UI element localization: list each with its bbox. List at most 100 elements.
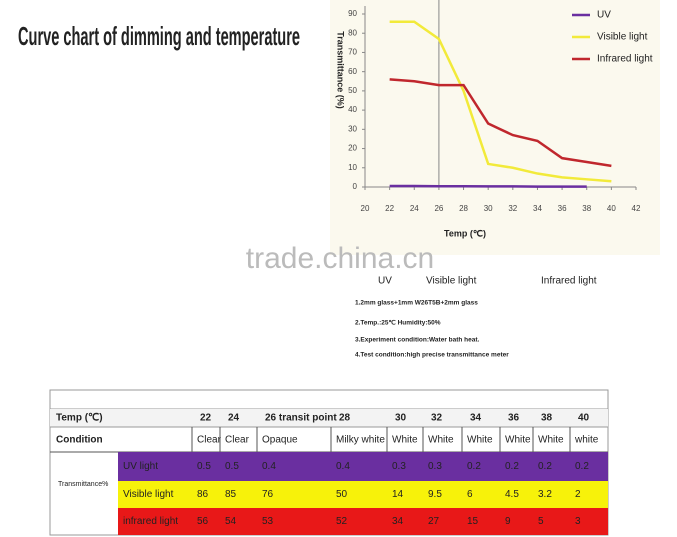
table-cell: White [392,435,418,446]
table-cell: 27 [428,516,440,527]
legend-label: Infrared light [597,54,653,65]
x-tick-label: 26 [434,204,443,213]
row-label: infrared light [123,516,178,527]
table-cell: 54 [225,516,237,527]
note: 1.2mm glass+1mm W26T5B+2mm glass [355,300,478,307]
title: Curve chart of dimming and temperature [18,21,300,51]
table-cell: 85 [225,489,237,500]
table-cell: 0.5 [225,461,239,472]
table-header: 24 [228,413,240,424]
table-cell: 50 [336,489,348,500]
table-cell: 0.5 [197,461,211,472]
table-cell: 0.2 [467,461,481,472]
x-axis-title: Temp (℃) [444,228,486,238]
y-axis-title: Transmittance (%) [336,31,346,109]
table-cell: 14 [392,489,404,500]
note: 2.Temp.:25℃ Humidity:50% [355,319,441,327]
table-header: 32 [431,413,443,424]
chart-label: UV [378,276,392,287]
x-tick-label: 36 [558,204,567,213]
table-cell: 56 [197,516,209,527]
table-cell: White [538,435,564,446]
x-tick-label: 32 [508,204,517,213]
table-cell: 76 [262,489,274,500]
x-tick-label: 20 [361,204,370,213]
x-tick-label: 28 [459,204,468,213]
y-tick-label: 80 [348,28,357,37]
table-cell: 0.4 [336,461,350,472]
table-cell: 0.3 [428,461,442,472]
row-bg [118,481,608,508]
table-cell: 9.5 [428,489,442,500]
table-header: Temp (℃) [56,413,103,424]
y-tick-label: 0 [353,182,358,191]
table-cell: 6 [467,489,473,500]
table-cell: Opaque [262,435,298,446]
y-tick-label: 40 [348,105,357,114]
table-header: 30 [395,413,407,424]
x-tick-label: 42 [632,204,641,213]
table-cell: 3.2 [538,489,552,500]
table-group: Transmittance% [58,481,108,488]
y-tick-label: 30 [348,124,357,133]
table-cell: 0.4 [262,461,276,472]
table-cell: 3 [575,516,581,527]
table-header: 36 [508,413,520,424]
series-line [389,184,587,188]
chart-label: Infrared light [541,276,597,287]
legend-label: Visible light [597,32,648,43]
row-bg [118,452,608,481]
table-header: 22 [200,413,212,424]
note: 3.Experiment condition:Water bath heat. [355,337,480,344]
table-header: 34 [470,413,482,424]
table-header: 28 [339,413,351,424]
table-cell: 5 [538,516,544,527]
row-label: UV light [123,461,158,472]
table-cell: Clear [225,435,250,446]
y-tick-label: 20 [348,144,357,153]
y-tick-label: 10 [348,163,357,172]
table-cell: 52 [336,516,348,527]
table-cell: Clear [197,435,222,446]
table-cell: 9 [505,516,511,527]
x-tick-label: 40 [607,204,616,213]
table-cell: White [428,435,454,446]
y-tick-label: 70 [348,48,357,57]
table-header: 26 transit point [265,413,337,424]
table-cell: white [574,435,599,446]
table-header: 38 [541,413,553,424]
row-label: Visible light [123,489,174,500]
x-tick-label: 34 [533,204,542,213]
table-cell: 15 [467,516,479,527]
table-cell: 0.2 [538,461,552,472]
table-cell: 53 [262,516,274,527]
y-tick-label: 60 [348,67,357,76]
table-cell: 0.3 [392,461,406,472]
table-cell: 4.5 [505,489,519,500]
y-tick-label: 50 [348,86,357,95]
series-line [389,78,612,168]
series-line [389,20,612,183]
legend-label: UV [597,10,611,21]
table-cell: White [467,435,493,446]
chart-label: Visible light [426,276,477,287]
table-cell: 0.2 [575,461,589,472]
table-cell: 34 [392,516,404,527]
note: 4.Test condition:high precise transmitta… [355,352,509,359]
y-tick-label: 90 [348,9,357,18]
x-tick-label: 24 [410,204,419,213]
row-bg [118,508,608,535]
table-cell: 86 [197,489,209,500]
watermark: trade.china.cn [246,242,434,275]
x-tick-label: 38 [582,204,591,213]
table-header: 40 [578,413,590,424]
x-tick-label: 22 [385,204,394,213]
table-cell: 2 [575,489,581,500]
table-cell: 0.2 [505,461,519,472]
table-cell: White [505,435,531,446]
header-bg [50,409,608,427]
table-cell: Milky white [336,435,385,446]
table-cell: Condition [56,435,103,446]
